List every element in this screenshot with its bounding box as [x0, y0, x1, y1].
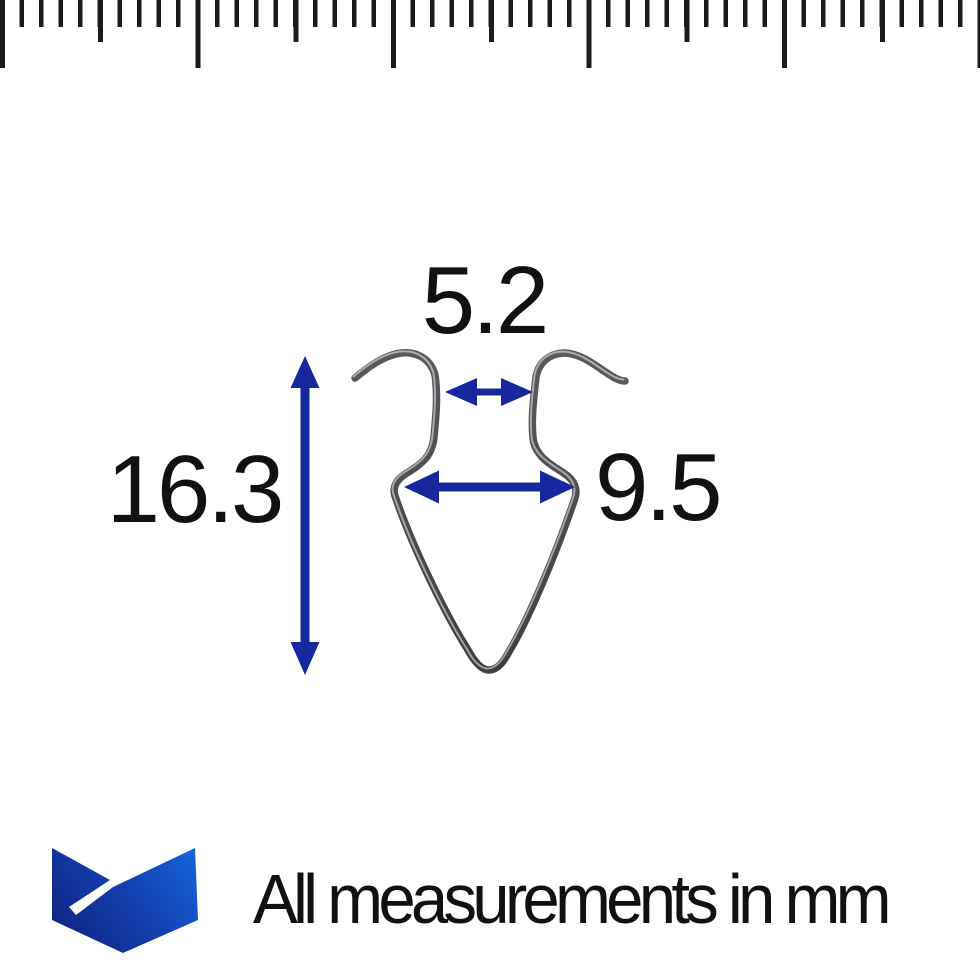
- spring-clip-photo: [351, 349, 629, 674]
- dimension-label-body-width: 9.5: [595, 434, 722, 541]
- logo-chevron-shape: [52, 848, 198, 953]
- clip-wire-highlight: [352, 350, 625, 670]
- logo-slash-cut: [69, 880, 113, 915]
- dimension-label-top-slot: 5.2: [421, 247, 549, 354]
- dimension-label-height: 16.3: [106, 436, 285, 543]
- mm-ruler-ticks-icon: [0, 0, 980, 72]
- dimension-arrow-height: [290, 356, 320, 675]
- blue-chevron-logo-icon: [52, 848, 198, 953]
- dimension-arrow-body-width: [404, 470, 575, 504]
- dimension-arrow-top-slot: [445, 378, 533, 406]
- unit-note: All measurements in mm: [253, 860, 892, 938]
- clip-wire: [351, 349, 629, 674]
